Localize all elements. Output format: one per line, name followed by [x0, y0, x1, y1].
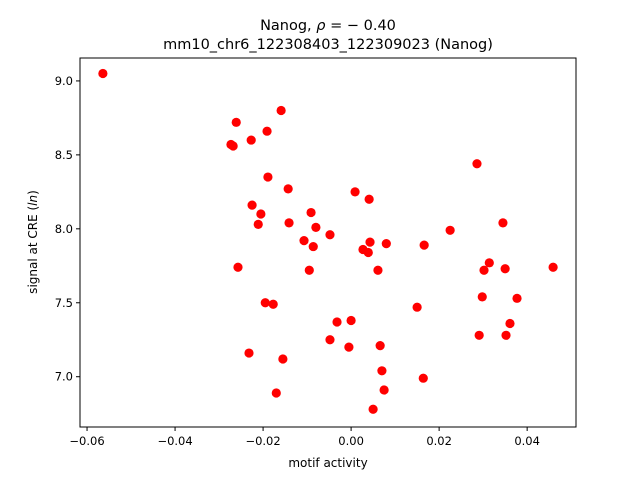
data-point — [479, 265, 489, 275]
data-point — [311, 222, 321, 232]
data-point — [548, 262, 558, 272]
data-point — [271, 388, 281, 398]
y-tick-label: 7.5 — [55, 296, 73, 310]
data-point — [244, 348, 254, 358]
data-point — [325, 335, 335, 345]
y-tick-label: 8.0 — [55, 222, 73, 236]
data-point — [276, 105, 286, 116]
data-point — [498, 218, 508, 228]
data-point — [505, 318, 515, 329]
data-point — [512, 293, 522, 303]
data-point — [418, 373, 428, 383]
y-tick-label: 8.5 — [55, 148, 73, 162]
data-point — [233, 262, 243, 272]
data-point — [306, 207, 316, 218]
data-point — [231, 117, 241, 127]
data-point — [246, 135, 256, 145]
data-point — [472, 159, 482, 169]
data-point — [344, 342, 354, 352]
data-point — [325, 230, 335, 240]
data-point — [379, 385, 389, 395]
x-axis: −0.06 −0.04 −0.02 0.00 0.02 0.04 — [69, 427, 540, 448]
data-point — [474, 330, 484, 340]
y-axis-label: signal at CRE (ln) — [26, 190, 40, 294]
data-point — [299, 236, 309, 246]
data-point — [477, 292, 487, 302]
data-point — [284, 218, 294, 228]
data-point — [375, 341, 385, 351]
data-point — [98, 68, 108, 79]
data-point — [381, 239, 391, 249]
plot-area — [98, 68, 558, 414]
data-point — [304, 265, 314, 275]
data-point — [247, 200, 257, 210]
data-point — [283, 184, 293, 194]
x-tick-label: −0.02 — [245, 434, 280, 448]
data-point — [368, 404, 378, 414]
data-point — [256, 209, 266, 219]
data-point — [263, 172, 273, 182]
y-axis: 7.0 7.5 8.0 8.5 9.0 — [55, 74, 80, 384]
data-point — [363, 247, 373, 258]
chart-title-line2: mm10_chr6_122308403_122309023 (Nanog) — [163, 37, 493, 53]
data-point — [373, 265, 383, 275]
data-point — [445, 225, 455, 235]
data-point — [268, 299, 278, 309]
data-point — [253, 219, 263, 229]
data-point — [308, 241, 318, 252]
axes-frame — [79, 57, 577, 428]
x-axis-label: motif activity — [288, 456, 367, 470]
data-point — [332, 317, 342, 327]
chart-title-line1: Nanog, ρ = − 0.40 — [260, 18, 396, 34]
data-point — [501, 330, 511, 340]
x-tick-label: −0.06 — [69, 434, 104, 448]
data-point — [484, 258, 494, 268]
x-tick-label: 0.00 — [338, 434, 364, 448]
y-tick-label: 7.0 — [55, 370, 73, 384]
data-point — [377, 366, 387, 376]
data-point — [346, 315, 356, 326]
data-point — [412, 302, 422, 312]
data-point — [350, 187, 360, 197]
data-point — [364, 194, 374, 204]
x-tick-label: 0.04 — [514, 434, 540, 448]
data-point — [365, 237, 375, 247]
data-point — [278, 354, 288, 364]
x-tick-label: 0.02 — [426, 434, 452, 448]
data-point — [262, 126, 272, 136]
data-point — [260, 298, 270, 308]
data-point — [228, 141, 238, 151]
data-point — [500, 264, 510, 274]
data-point — [419, 240, 429, 250]
x-tick-label: −0.04 — [157, 434, 192, 448]
y-tick-label: 9.0 — [55, 74, 73, 88]
